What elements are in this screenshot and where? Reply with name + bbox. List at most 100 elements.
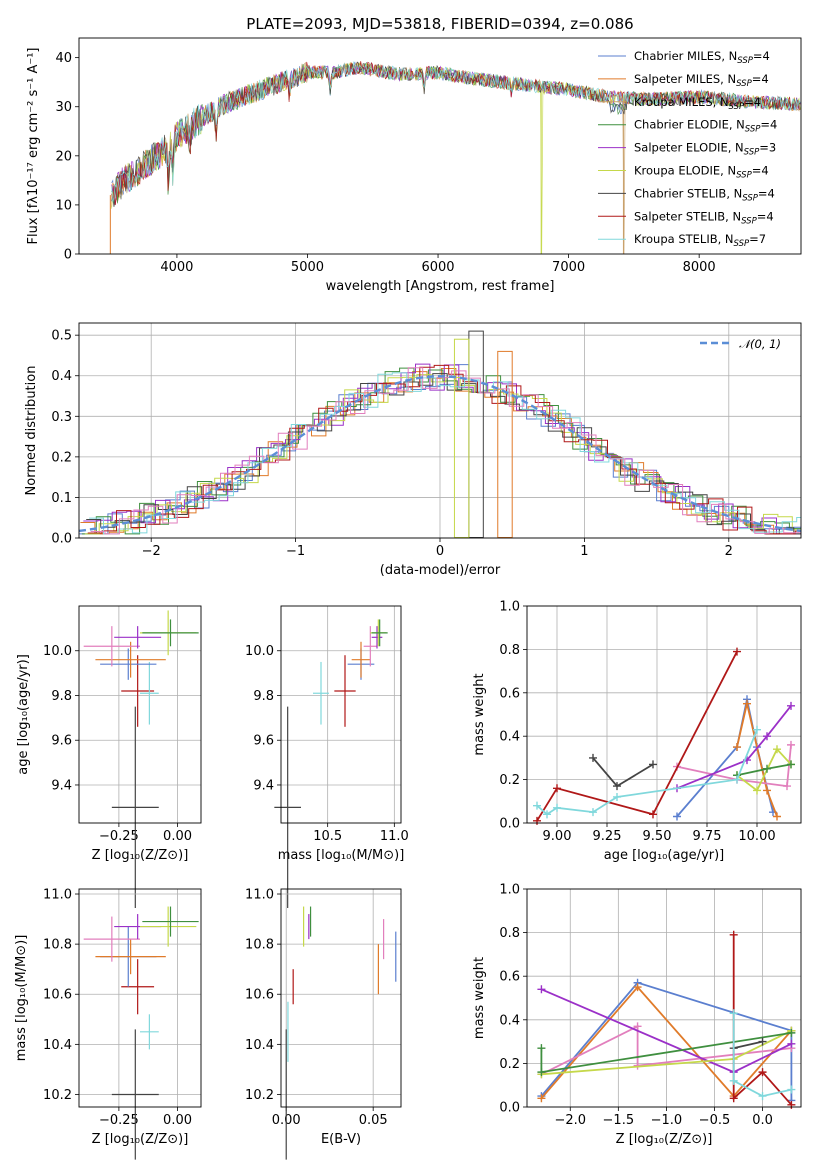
histogram-step: [90, 367, 801, 535]
weight-marker: [537, 1094, 546, 1103]
weight-line: [733, 1040, 763, 1049]
residuals-xtick-label: 0: [436, 544, 444, 559]
mass-age-ytick-label: 9.6: [253, 734, 274, 749]
mass-age-frame: [280, 605, 402, 824]
histogram-step: [86, 373, 801, 535]
Z-age-xlabel: Z [log₁₀(Z/Z⊙)]: [92, 848, 189, 863]
Z-weight-frame: [526, 888, 802, 1108]
legend-sub: SSP: [734, 239, 750, 249]
Z-age-ytick-label: 9.4: [51, 778, 72, 793]
Z-age-ytick-label: 9.6: [51, 734, 72, 749]
age-weight-xtick-label: 9.75: [693, 829, 722, 844]
spectrum-ytick-label: 30: [55, 100, 72, 115]
EBV-mass-ytick-label: 10.4: [245, 1038, 274, 1053]
legend-tail: =4: [760, 118, 777, 132]
weight-line: [592, 757, 654, 788]
Z-age-xtick-label: 0.00: [163, 829, 192, 844]
weight-marker: [733, 743, 741, 752]
age-weight-ytick-label: 1.0: [499, 600, 520, 615]
residuals-ytick-label: 0.1: [51, 491, 72, 506]
age-weight-ytick-label: 0.2: [499, 773, 520, 788]
weight-marker: [589, 753, 597, 762]
weight-line: [536, 651, 738, 822]
legend-sub: SSP: [741, 216, 757, 226]
weight-marker: [543, 810, 551, 819]
Z-age-panel: −0.25 0.00 9.4 9.6 9.8 10.0 Z [log₁₀(Z/Z⊙)] age…: [16, 605, 202, 909]
histogram-step: [80, 368, 801, 535]
histogram-step: [89, 372, 801, 535]
histogram-step: [84, 374, 801, 535]
weight-marker: [763, 786, 771, 795]
weight-marker: [758, 1037, 767, 1046]
weight-marker: [758, 1068, 767, 1077]
EBV-mass-ytick-label: 10.6: [245, 988, 274, 1003]
weight-marker: [787, 1039, 796, 1048]
weight-marker: [787, 701, 795, 710]
Z-weight-ytick-label: 0.4: [499, 1013, 520, 1028]
EBV-mass-ytick-label: 10.2: [245, 1088, 274, 1103]
Z-mass-frame: [78, 888, 202, 1108]
EBV-mass-xtick-label: 0.05: [359, 1113, 388, 1128]
legend-tail: =4: [752, 72, 769, 86]
weight-line: [732, 1013, 792, 1098]
legend-sub: SSP: [729, 102, 745, 112]
Z-weight-ytick-label: 0.2: [499, 1057, 520, 1072]
mass-age-ytick-label: 9.4: [253, 778, 274, 793]
Z-mass-ytick-label: 10.6: [43, 988, 72, 1003]
weight-marker: [729, 930, 738, 939]
Z-age-ytick-label: 9.8: [51, 689, 72, 704]
weight-line: [540, 981, 793, 1101]
weight-marker: [673, 812, 681, 821]
legend-sub: SSP: [745, 125, 761, 135]
mass-age-ytick-label: 10.0: [245, 644, 274, 659]
Z-mass-ytick-label: 10.2: [43, 1088, 72, 1103]
Z-weight-ytick-label: 1.0: [499, 883, 520, 898]
spectrum-line: [111, 61, 801, 203]
residuals-xtick-label: 1: [580, 544, 588, 559]
weight-marker: [763, 764, 771, 773]
age-weight-xtick-label: 10.00: [738, 829, 775, 844]
spectrum-ytick-label: 10: [55, 198, 72, 213]
weight-line: [540, 985, 793, 1099]
weight-marker: [537, 985, 546, 994]
Z-mass-panel: −0.25 0.00 10.2 10.4 10.6 10.8 11.0 Z [log₁₀(Z/…: [14, 888, 202, 1160]
weight-marker: [729, 1076, 738, 1085]
legend-entry: Chabrier MILES, NSSP=4: [634, 49, 770, 66]
legend-tail: =4: [757, 209, 774, 223]
Z-age-xtick-label: −0.25: [99, 829, 139, 844]
EBV-mass-frame: [280, 888, 402, 1108]
weight-marker: [733, 775, 741, 784]
legend-entry: Kroupa ELODIE, NSSP=4: [634, 164, 769, 181]
spectrum-frame: [78, 37, 802, 255]
weight-marker: [753, 725, 761, 734]
weight-marker: [758, 1092, 767, 1101]
weight-line: [676, 705, 792, 790]
weight-marker: [773, 812, 781, 821]
legend-entry: 𝒩(0, 1): [739, 337, 781, 351]
Z-weight-xtick-label: −1.0: [651, 1113, 683, 1128]
weight-marker: [533, 801, 541, 810]
weight-marker: [589, 808, 597, 817]
legend-sub: SSP: [736, 79, 752, 89]
mass-age-panel: 10.5 11.0 9.4 9.6 9.8 10.0 mass [log₁₀(M/M⊙)]: [245, 605, 409, 909]
residuals-ytick-label: 0.0: [51, 532, 72, 547]
residuals-ytick-label: 0.5: [51, 329, 72, 344]
Z-weight-xtick-label: −2.0: [554, 1113, 586, 1128]
EBV-mass-xlabel: E(B-V): [321, 1132, 361, 1147]
age-weight-xtick-label: 9.50: [643, 829, 672, 844]
age-weight-xtick-label: 9.00: [543, 829, 572, 844]
weight-marker: [763, 732, 771, 741]
weight-marker: [649, 810, 657, 819]
legend-sub: SSP: [737, 56, 753, 66]
spectrum-ytick-label: 20: [55, 149, 72, 164]
weight-marker: [743, 699, 751, 708]
spectrum-panel: 4000 5000 6000 7000 8000 0 10 20 30 40 wavelength …: [26, 37, 802, 294]
legend-tail: =3: [759, 141, 776, 155]
mass-age-xlabel: mass [log₁₀(M/M⊙)]: [278, 848, 405, 863]
age-weight-frame: [526, 605, 802, 824]
legend-sub: SSP: [736, 171, 752, 181]
weight-marker: [729, 1094, 738, 1103]
residuals-xtick-label: −2: [142, 544, 161, 559]
